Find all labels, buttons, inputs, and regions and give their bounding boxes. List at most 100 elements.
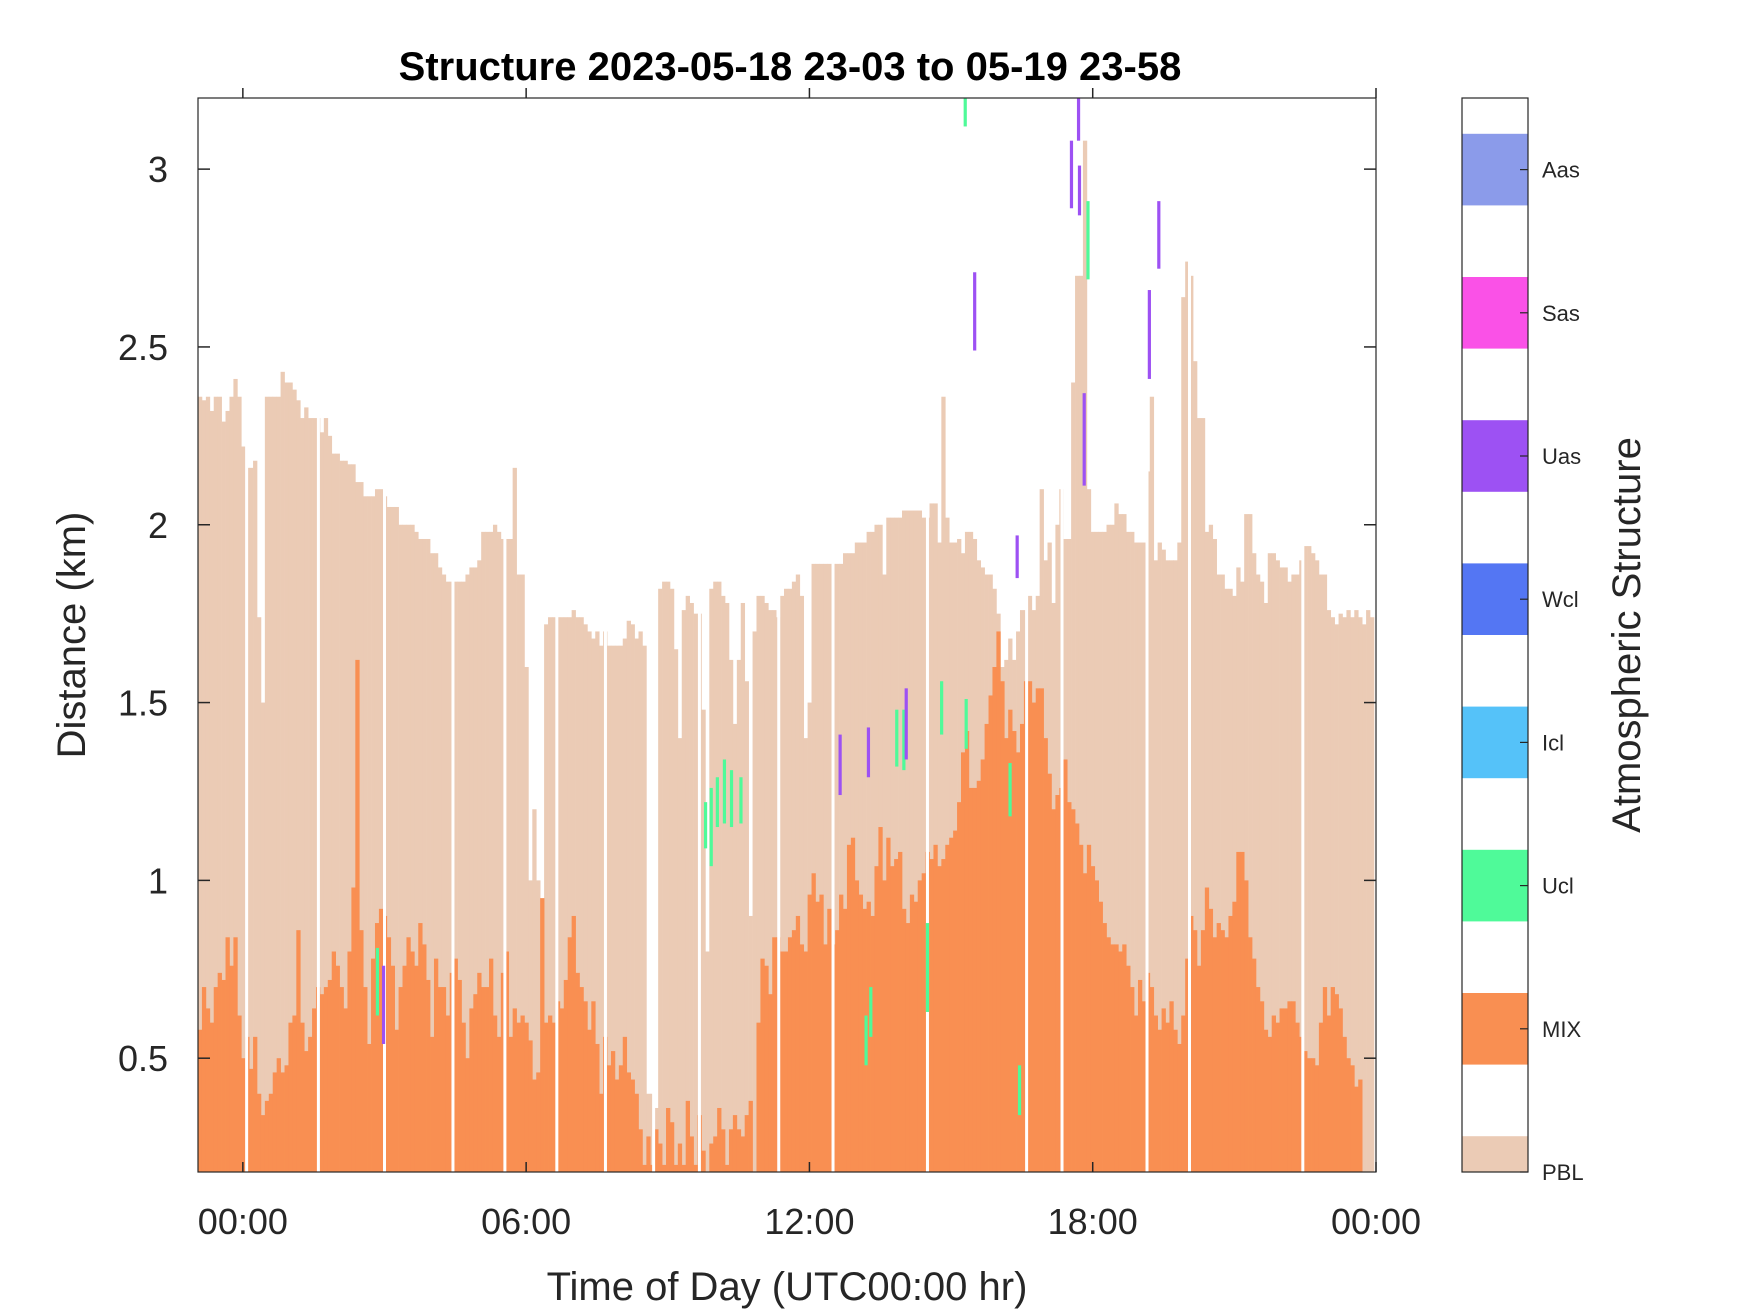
pbl-bar: [1118, 514, 1123, 1172]
colorbar-tick-label: Uas: [1542, 444, 1581, 469]
mix-bar: [551, 1022, 557, 1172]
uas-segment: [866, 727, 871, 778]
mix-bar: [1236, 851, 1241, 1172]
pbl-bar: [1252, 553, 1257, 1172]
mix-bar: [941, 859, 946, 1172]
pbl-bar: [1141, 542, 1147, 1172]
mix-bar: [571, 915, 576, 1172]
mix-bar: [1267, 1036, 1273, 1172]
pbl-bar: [280, 371, 285, 1173]
data-gap: [245, 98, 249, 1172]
mix-bar: [1181, 1015, 1186, 1172]
pbl-bar: [1090, 531, 1096, 1172]
pbl-bar: [835, 563, 840, 1172]
data-gaps: [245, 98, 1305, 1172]
mix-bar: [1177, 1043, 1182, 1172]
mix-bar: [520, 1015, 525, 1172]
pbl-bar: [339, 460, 344, 1172]
ucl-segment: [895, 709, 899, 767]
mix-bar: [909, 894, 915, 1172]
mix-bar: [559, 1008, 565, 1172]
pbl-bar: [512, 467, 517, 1173]
pbl-bar: [359, 482, 364, 1173]
ucl-segment: [1008, 763, 1012, 817]
mix-bar: [284, 1065, 289, 1172]
pbl-bar: [815, 563, 820, 1172]
pbl-bar: [300, 418, 305, 1172]
mix-bar: [213, 987, 219, 1172]
pbl-bar: [410, 524, 415, 1172]
colorbar-tick-label: Aas: [1542, 158, 1580, 183]
mix-bar: [1279, 1008, 1284, 1172]
mix-bar: [1334, 994, 1339, 1172]
pbl-bar: [1102, 531, 1107, 1172]
mix-bar: [319, 994, 325, 1172]
colorbar-tick-label: MIX: [1542, 1017, 1581, 1042]
mix-bar: [579, 987, 584, 1172]
mix-bar: [866, 901, 871, 1172]
mix-bar: [945, 844, 950, 1172]
colorbar-tick-label: Icl: [1542, 730, 1564, 755]
mix-bar: [1193, 930, 1198, 1172]
uas-segment: [1069, 140, 1074, 209]
mix-bar: [1189, 915, 1194, 1172]
mix-bar: [886, 837, 891, 1172]
pbl-bar: [563, 617, 569, 1172]
pbl-bar: [705, 951, 710, 1172]
mix-bar: [504, 951, 510, 1172]
mix-bar: [1102, 923, 1107, 1172]
ucl-segment: [729, 770, 734, 828]
pbl-bar: [1307, 546, 1312, 1172]
pbl-bar: [347, 464, 352, 1172]
pbl-bar: [827, 563, 832, 1172]
colorbar-swatch-aas: [1462, 133, 1528, 206]
pbl-bar: [1189, 275, 1194, 1172]
mix-bar: [1031, 702, 1037, 1172]
mix-bar: [359, 930, 364, 1172]
pbl-bar: [618, 645, 624, 1172]
pbl-bar: [587, 631, 592, 1172]
data-gap: [451, 98, 455, 1172]
pbl-bar: [453, 581, 458, 1172]
mix-bar: [386, 937, 392, 1172]
mix-bar: [933, 844, 938, 1172]
pbl-bar: [241, 446, 246, 1172]
x-axis-ticks: 00:00 06:00 12:00 18:00 00:00: [198, 88, 1421, 1242]
pbl-bar: [795, 574, 801, 1172]
pbl-bar: [575, 617, 580, 1172]
uas-segment: [838, 734, 842, 796]
pbl-bar: [787, 588, 793, 1172]
ucl-segment: [709, 787, 713, 867]
pbl-bar: [1354, 610, 1359, 1172]
mix-bar: [854, 880, 860, 1172]
pbl-bar: [1165, 560, 1170, 1172]
mix-bar: [725, 1164, 730, 1172]
pbl-bar: [489, 531, 494, 1172]
mix-bar: [772, 937, 777, 1172]
ucl-segment: [963, 98, 967, 127]
pbl-bar: [1149, 396, 1155, 1173]
pbl-bar: [1350, 617, 1355, 1172]
mix-bar: [430, 1036, 435, 1172]
pbl-bar: [524, 667, 529, 1172]
mix-bar: [1063, 759, 1068, 1172]
uas-segment: [1077, 165, 1082, 216]
pbl-bar: [1134, 542, 1139, 1172]
pbl-bar: [721, 595, 726, 1172]
data-gap: [777, 98, 781, 1172]
pbl-bar: [402, 524, 407, 1172]
mix-bar: [634, 1093, 639, 1172]
pbl-bar: [398, 524, 403, 1172]
pbl-bar: [662, 581, 667, 1172]
mix-bar: [894, 859, 899, 1172]
pbl-bar: [725, 602, 730, 1172]
pbl-bar: [642, 645, 647, 1172]
pbl-bar: [363, 496, 368, 1172]
mix-bar: [599, 1093, 604, 1172]
pbl-bar: [941, 396, 946, 1173]
pbl-bar: [378, 489, 384, 1172]
mix-bar: [544, 1022, 549, 1172]
pbl-bar: [1263, 602, 1269, 1172]
mix-bar: [500, 972, 506, 1172]
colorbar-swatch-icl: [1462, 706, 1528, 779]
